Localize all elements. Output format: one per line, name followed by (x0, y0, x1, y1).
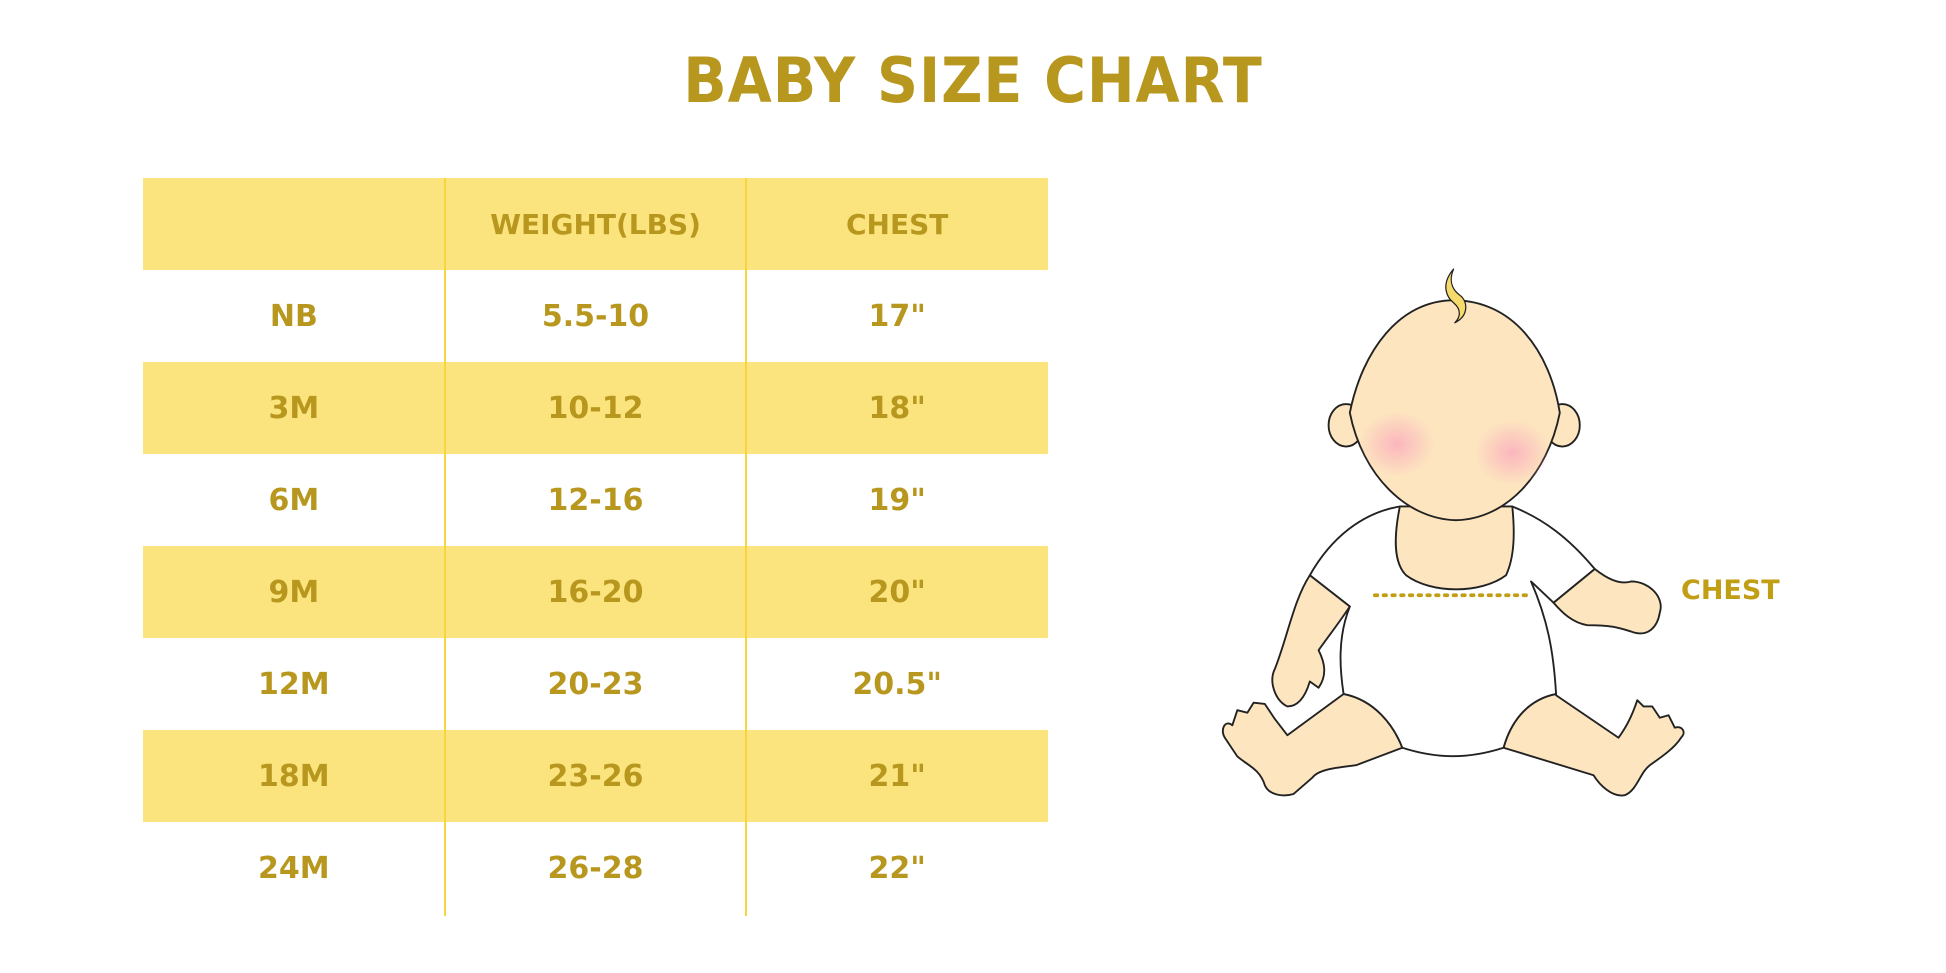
table-row: 24M 26-28 22" (143, 822, 1048, 914)
size-cell: 12M (258, 666, 330, 702)
weight-cell: 10-12 (547, 390, 644, 426)
size-cell: 9M (268, 574, 320, 610)
head (1348, 299, 1561, 522)
chest-cell: 19" (868, 482, 926, 518)
table-row: 6M 12-16 19" (143, 454, 1048, 546)
size-cell: 18M (258, 758, 330, 794)
size-cell: 6M (268, 482, 320, 518)
table-row: NB 5.5-10 17" (143, 270, 1048, 362)
table-row: 18M 23-26 21" (143, 730, 1048, 822)
column-divider (745, 178, 747, 916)
weight-cell: 26-28 (547, 850, 644, 886)
table-row: 9M 16-20 20" (143, 546, 1048, 638)
size-cell: NB (269, 298, 318, 334)
table-row: 12M 20-23 20.5" (143, 638, 1048, 730)
size-cell: 3M (268, 390, 320, 426)
weight-cell: 23-26 (547, 758, 644, 794)
header-chest: CHEST (845, 207, 949, 241)
chest-cell: 17" (868, 298, 926, 334)
chest-cell: 21" (868, 758, 926, 794)
weight-cell: 16-20 (547, 574, 644, 610)
table-row: 3M 10-12 18" (143, 362, 1048, 454)
table-header-row: WEIGHT(LBS) CHEST (143, 178, 1048, 270)
hair-tuft (1445, 268, 1467, 324)
chest-cell: 18" (868, 390, 926, 426)
right-cheek-blush (1474, 420, 1550, 486)
weight-cell: 12-16 (547, 482, 644, 518)
weight-cell: 5.5-10 (541, 298, 650, 334)
right-arm (1552, 568, 1662, 635)
chest-cell: 22" (868, 850, 926, 886)
chest-cell: 20.5" (852, 666, 942, 702)
size-cell: 24M (258, 850, 330, 886)
neck (1394, 505, 1515, 591)
column-divider (444, 178, 446, 916)
left-cheek-blush (1359, 411, 1435, 477)
size-table: WEIGHT(LBS) CHEST NB 5.5-10 17" 3M 10-12… (143, 178, 1048, 914)
chest-label: CHEST (1681, 575, 1780, 606)
page-title: BABY SIZE CHART (683, 44, 1263, 117)
header-weight: WEIGHT(LBS) (490, 207, 701, 241)
chest-cell: 20" (868, 574, 926, 610)
weight-cell: 20-23 (547, 666, 644, 702)
right-leg (1502, 693, 1685, 797)
left-arm (1271, 574, 1351, 708)
